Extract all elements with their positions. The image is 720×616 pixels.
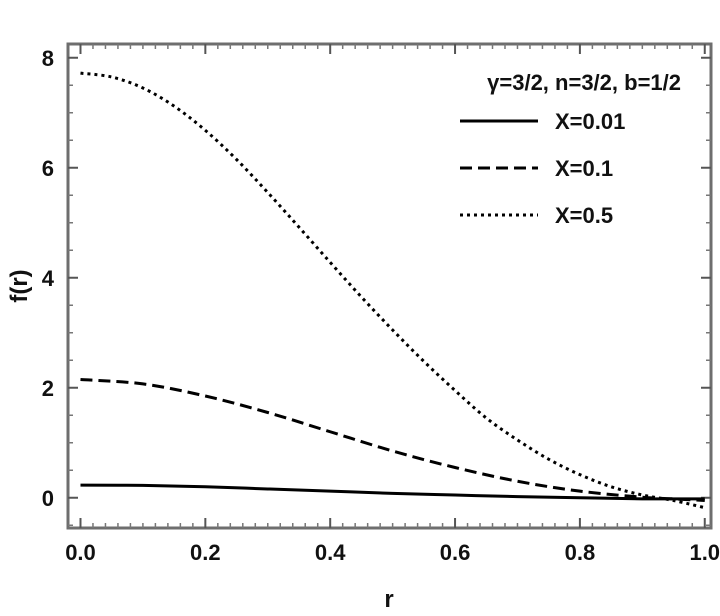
legend-entry-x05: X=0.5 — [555, 203, 613, 228]
y-tick-label: 4 — [42, 266, 55, 291]
x-axis-label: r — [384, 586, 393, 613]
legend-entry-x01: X=0.1 — [555, 156, 613, 181]
plot-frame — [66, 42, 713, 530]
y-axis-label: f(r) — [6, 269, 33, 302]
y-tick-label: 2 — [42, 376, 54, 401]
y-tick-label: 0 — [42, 486, 54, 511]
series-lines — [80, 71, 706, 510]
y-axis-ticks — [68, 56, 711, 526]
x-tick-label: 0.0 — [65, 540, 96, 565]
y-tick-label: 6 — [42, 156, 54, 181]
x-tick-label: 0.6 — [440, 540, 471, 565]
legend: γ=3/2, n=3/2, b=1/2 X=0.01 X=0.1 X=0.5 — [460, 70, 681, 228]
legend-title: γ=3/2, n=3/2, b=1/2 — [487, 70, 681, 95]
y-axis-tick-labels: 0 2 4 6 8 — [42, 46, 55, 511]
x-tick-label: 0.8 — [565, 540, 596, 565]
x-tick-label: 1.0 — [689, 540, 720, 565]
y-tick-label: 8 — [42, 46, 54, 71]
x-axis-tick-labels: 0.0 0.2 0.4 0.6 0.8 1.0 — [65, 540, 720, 565]
x-tick-label: 0.4 — [315, 540, 346, 565]
x-axis-ticks — [79, 44, 706, 528]
series-line-1 — [80, 378, 705, 502]
legend-entry-x001: X=0.01 — [555, 109, 625, 134]
series-line-2 — [80, 71, 706, 510]
x-tick-label: 0.2 — [190, 540, 221, 565]
